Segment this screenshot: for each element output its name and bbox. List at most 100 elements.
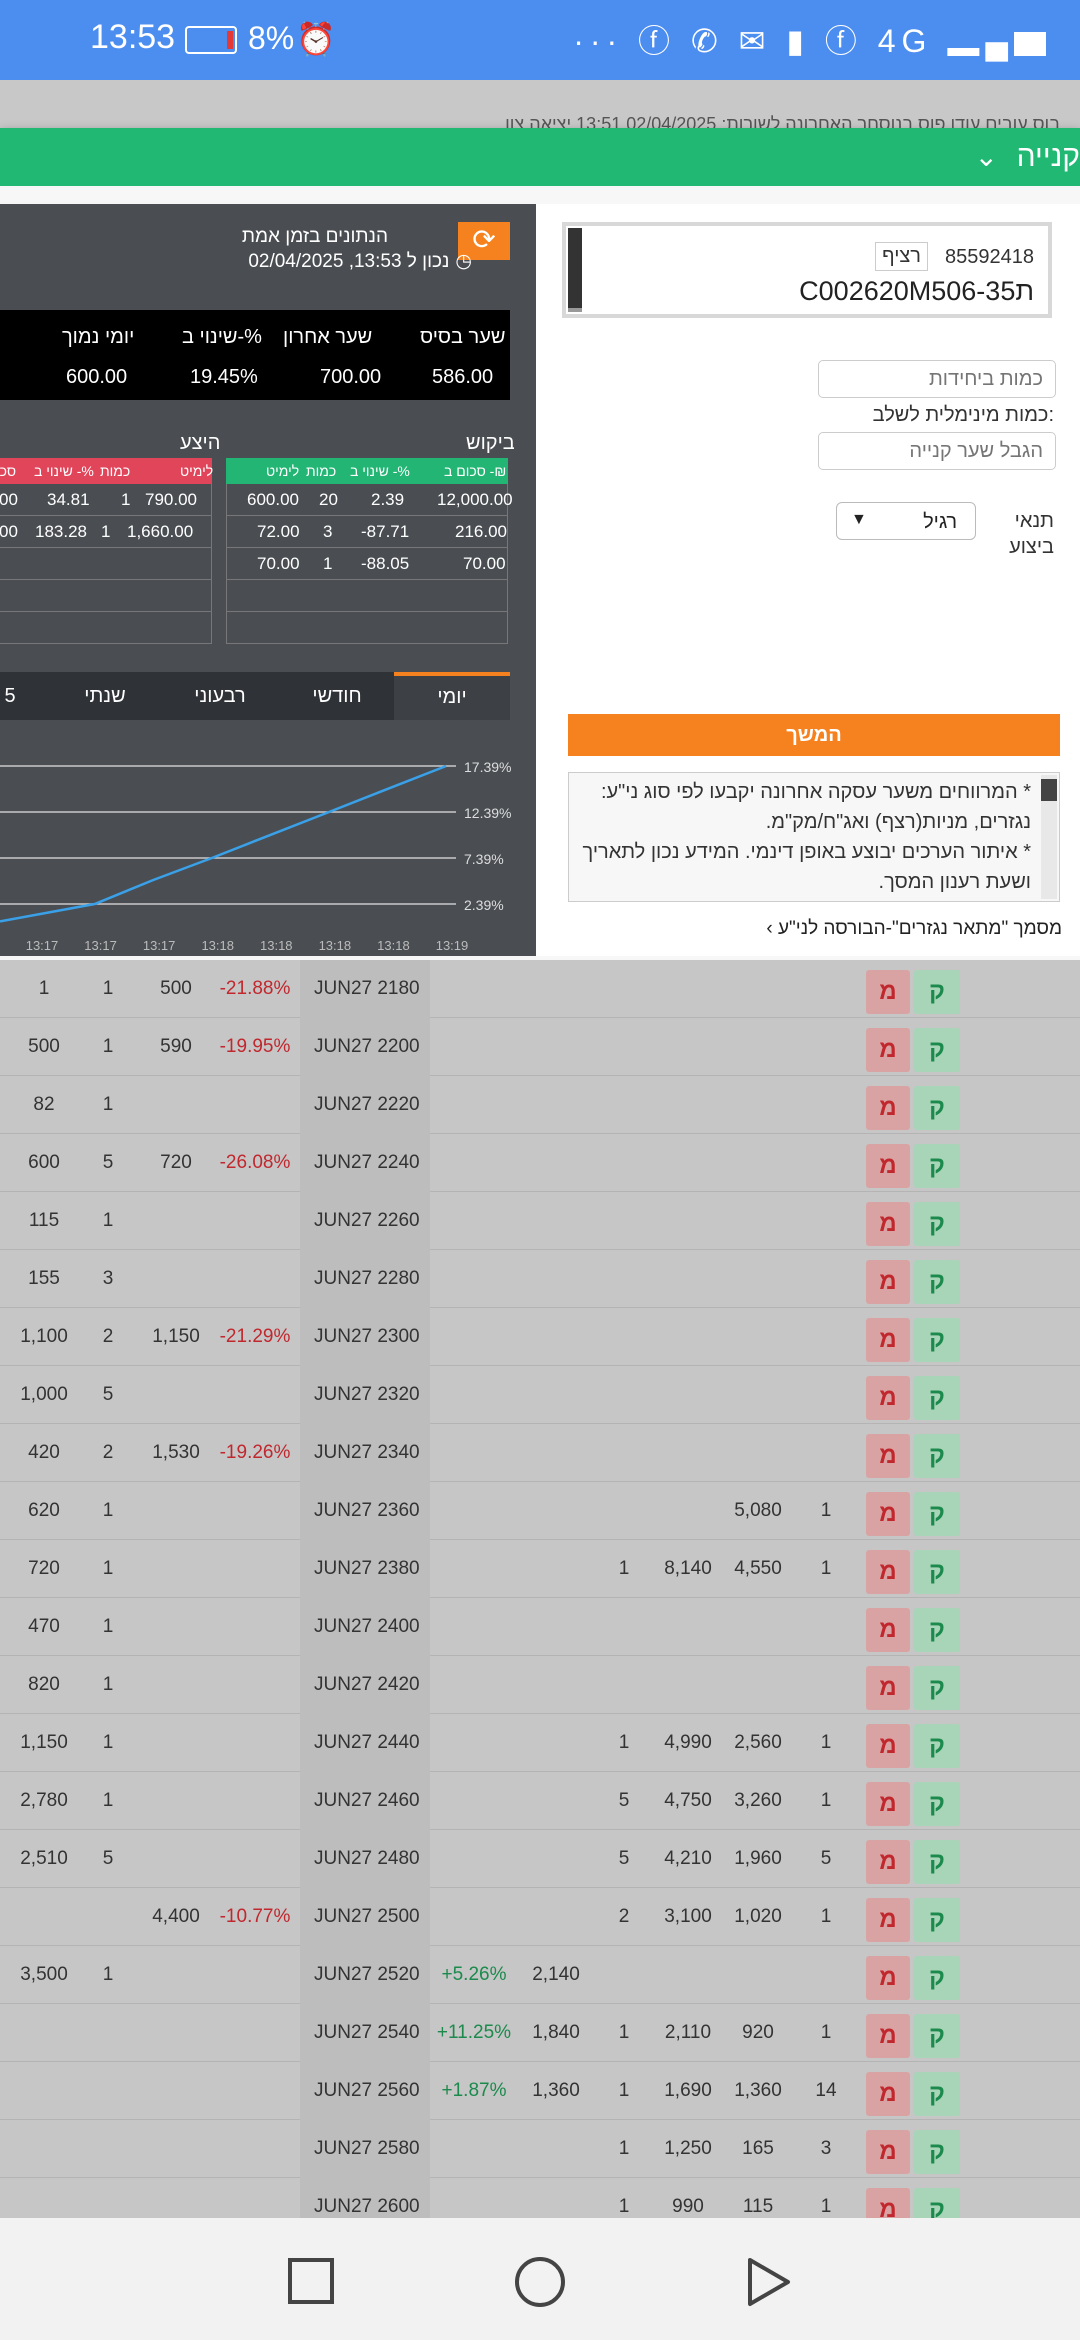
table-cell: -19.26% (219, 1442, 291, 1463)
derivatives-doc-link[interactable]: מסמך "מתאר נגזרים"-הבורסה לני"ע › (766, 918, 1062, 939)
table-row[interactable]: JUN27 2560 +1.87% 1,360 1 1,690 1,360 14 מ ק (0, 2062, 1080, 2120)
strike-label: JUN27 2340 (314, 1442, 420, 1463)
buy-button[interactable]: ק (914, 2188, 960, 2218)
buy-button[interactable]: ק (914, 1608, 960, 1652)
chevron-down-icon[interactable]: ⌄ (974, 141, 998, 172)
table-cell: +5.26% (441, 1964, 507, 1985)
table-row[interactable]: JUN27 2180 1 1 500 -21.88% מ ק (0, 960, 1080, 1018)
sell-button[interactable]: מ (866, 1898, 910, 1942)
table-row[interactable]: JUN27 2520 3,500 1 +5.26% 2,140 מ ק (0, 1946, 1080, 2004)
buy-button[interactable]: ק (914, 1202, 960, 1246)
buy-button[interactable]: ק (914, 970, 960, 1014)
ask-row[interactable]: 1,660.00 1 183.28 00 (0, 516, 212, 548)
sell-button[interactable]: מ (866, 970, 910, 1014)
back-icon[interactable] (744, 2256, 794, 2308)
table-row[interactable]: JUN27 2260 115 1 מ ק (0, 1192, 1080, 1250)
buy-button[interactable]: ק (914, 1318, 960, 1362)
execution-condition-label: תנאי ביצוע (1009, 510, 1054, 558)
execution-condition-select[interactable]: רגיל ▼ (836, 502, 976, 540)
table-row[interactable]: JUN27 2240 600 5 720 -26.08% מ ק (0, 1134, 1080, 1192)
buy-button[interactable]: ק (914, 2072, 960, 2116)
table-row[interactable]: JUN27 2440 1,150 1 1 4,990 2,560 1 מ ק (0, 1714, 1080, 1772)
buy-button[interactable]: ק (914, 1028, 960, 1072)
table-row[interactable]: JUN27 2320 1,000 5 מ ק (0, 1366, 1080, 1424)
notes-scrollbar[interactable] (1041, 775, 1057, 899)
bid-row[interactable]: 216.00 -87.71 3 72.00 (226, 516, 508, 548)
buy-button[interactable]: ק (914, 1956, 960, 2000)
table-row[interactable]: JUN27 2300 1,100 2 1,150 -21.29% מ ק (0, 1308, 1080, 1366)
sell-button[interactable]: מ (866, 1724, 910, 1768)
table-row[interactable]: JUN27 2420 820 1 מ ק (0, 1656, 1080, 1714)
table-cell: 2,110 (664, 2022, 712, 2043)
buy-button[interactable]: ק (914, 2130, 960, 2174)
refresh-button[interactable]: ⟳ (458, 222, 510, 260)
ask-row[interactable]: 790.00 1 34.81 00 (0, 484, 212, 516)
home-icon[interactable] (512, 2256, 568, 2312)
sell-button[interactable]: מ (866, 2014, 910, 2058)
table-cell: 1 (618, 1558, 630, 1579)
sell-button[interactable]: מ (866, 1840, 910, 1884)
buy-button[interactable]: ק (914, 1724, 960, 1768)
table-row[interactable]: JUN27 2380 720 1 1 8,140 4,550 1 מ ק (0, 1540, 1080, 1598)
modal-header[interactable]: קנייה ⌄ (0, 128, 1080, 186)
buy-button[interactable]: ק (914, 1782, 960, 1826)
table-row[interactable]: JUN27 2460 2,780 1 5 4,750 3,260 1 מ ק (0, 1772, 1080, 1830)
sell-button[interactable]: מ (866, 2072, 910, 2116)
ask-header-qty: כמות (100, 463, 131, 479)
table-row[interactable]: JUN27 2220 82 1 מ ק (0, 1076, 1080, 1134)
notes-box[interactable]: * המרווחים משער עסקה אחרונה יקבעו לפי סו… (568, 772, 1060, 902)
table-row[interactable]: JUN27 2480 2,510 5 5 4,210 1,960 5 מ ק (0, 1830, 1080, 1888)
table-row[interactable]: JUN27 2360 620 1 5,080 1 מ ק (0, 1482, 1080, 1540)
buy-button[interactable]: ק (914, 1840, 960, 1884)
sell-button[interactable]: מ (866, 1086, 910, 1130)
security-selector[interactable]: 85592418 רציף C002620M506-35ת (562, 222, 1052, 318)
sell-button[interactable]: מ (866, 1782, 910, 1826)
sell-button[interactable]: מ (866, 1666, 910, 1710)
sell-button[interactable]: מ (866, 1492, 910, 1536)
tab-yearly[interactable]: שנתי (84, 685, 126, 707)
sell-button[interactable]: מ (866, 1956, 910, 2000)
strike-cell: JUN27 2280 (300, 1250, 430, 1308)
continue-button[interactable]: המשך (568, 714, 1060, 756)
recent-apps-icon[interactable] (286, 2256, 336, 2306)
buy-button[interactable]: ק (914, 1376, 960, 1420)
sell-button[interactable]: מ (866, 1550, 910, 1594)
sell-button[interactable]: מ (866, 1318, 910, 1362)
buy-button[interactable]: ק (914, 1260, 960, 1304)
sell-button[interactable]: מ (866, 2130, 910, 2174)
sell-button[interactable]: מ (866, 1144, 910, 1188)
tab-quarterly[interactable]: רבעוני (194, 685, 246, 707)
limit-price-input[interactable] (818, 432, 1056, 470)
sell-button[interactable]: מ (866, 1608, 910, 1652)
table-row[interactable]: JUN27 2500 4,400 -10.77% 2 3,100 1,020 1 מ ק (0, 1888, 1080, 1946)
sell-button[interactable]: מ (866, 1028, 910, 1072)
table-row[interactable]: JUN27 2200 500 1 590 -19.95% מ ק (0, 1018, 1080, 1076)
sell-button[interactable]: מ (866, 1260, 910, 1304)
buy-button[interactable]: ק (914, 1086, 960, 1130)
sell-button[interactable]: מ (866, 1434, 910, 1478)
buy-button[interactable]: ק (914, 1144, 960, 1188)
ask-amount: 00 (0, 490, 18, 509)
buy-button[interactable]: ק (914, 1434, 960, 1478)
sell-button[interactable]: מ (866, 2188, 910, 2218)
table-row[interactable]: JUN27 2340 420 2 1,530 -19.26% מ ק (0, 1424, 1080, 1482)
tab-five-years[interactable]: 5 (4, 685, 16, 707)
sell-button[interactable]: מ (866, 1202, 910, 1246)
sell-button[interactable]: מ (866, 1376, 910, 1420)
buy-button[interactable]: ק (914, 1492, 960, 1536)
table-row[interactable]: JUN27 2600 1 990 115 1 מ ק (0, 2178, 1080, 2218)
buy-button[interactable]: ק (914, 2014, 960, 2058)
buy-button[interactable]: ק (914, 1550, 960, 1594)
security-scrollbar[interactable] (568, 228, 582, 312)
buy-button[interactable]: ק (914, 1666, 960, 1710)
table-row[interactable]: JUN27 2400 470 1 מ ק (0, 1598, 1080, 1656)
buy-button[interactable]: ק (914, 1898, 960, 1942)
table-row[interactable]: JUN27 2280 155 3 מ ק (0, 1250, 1080, 1308)
bid-row[interactable]: 70.00 -88.05 1 70.00 (226, 548, 508, 580)
tab-daily[interactable]: יומי (394, 672, 510, 720)
bid-row[interactable]: 12,000.00 2.39 20 600.00 (226, 484, 513, 516)
tab-monthly[interactable]: חודשי (312, 685, 362, 707)
table-row[interactable]: JUN27 2540 +11.25% 1,840 1 2,110 920 1 מ ק (0, 2004, 1080, 2062)
table-row[interactable]: JUN27 2580 1 1,250 165 3 מ ק (0, 2120, 1080, 2178)
quantity-input[interactable] (818, 360, 1056, 398)
